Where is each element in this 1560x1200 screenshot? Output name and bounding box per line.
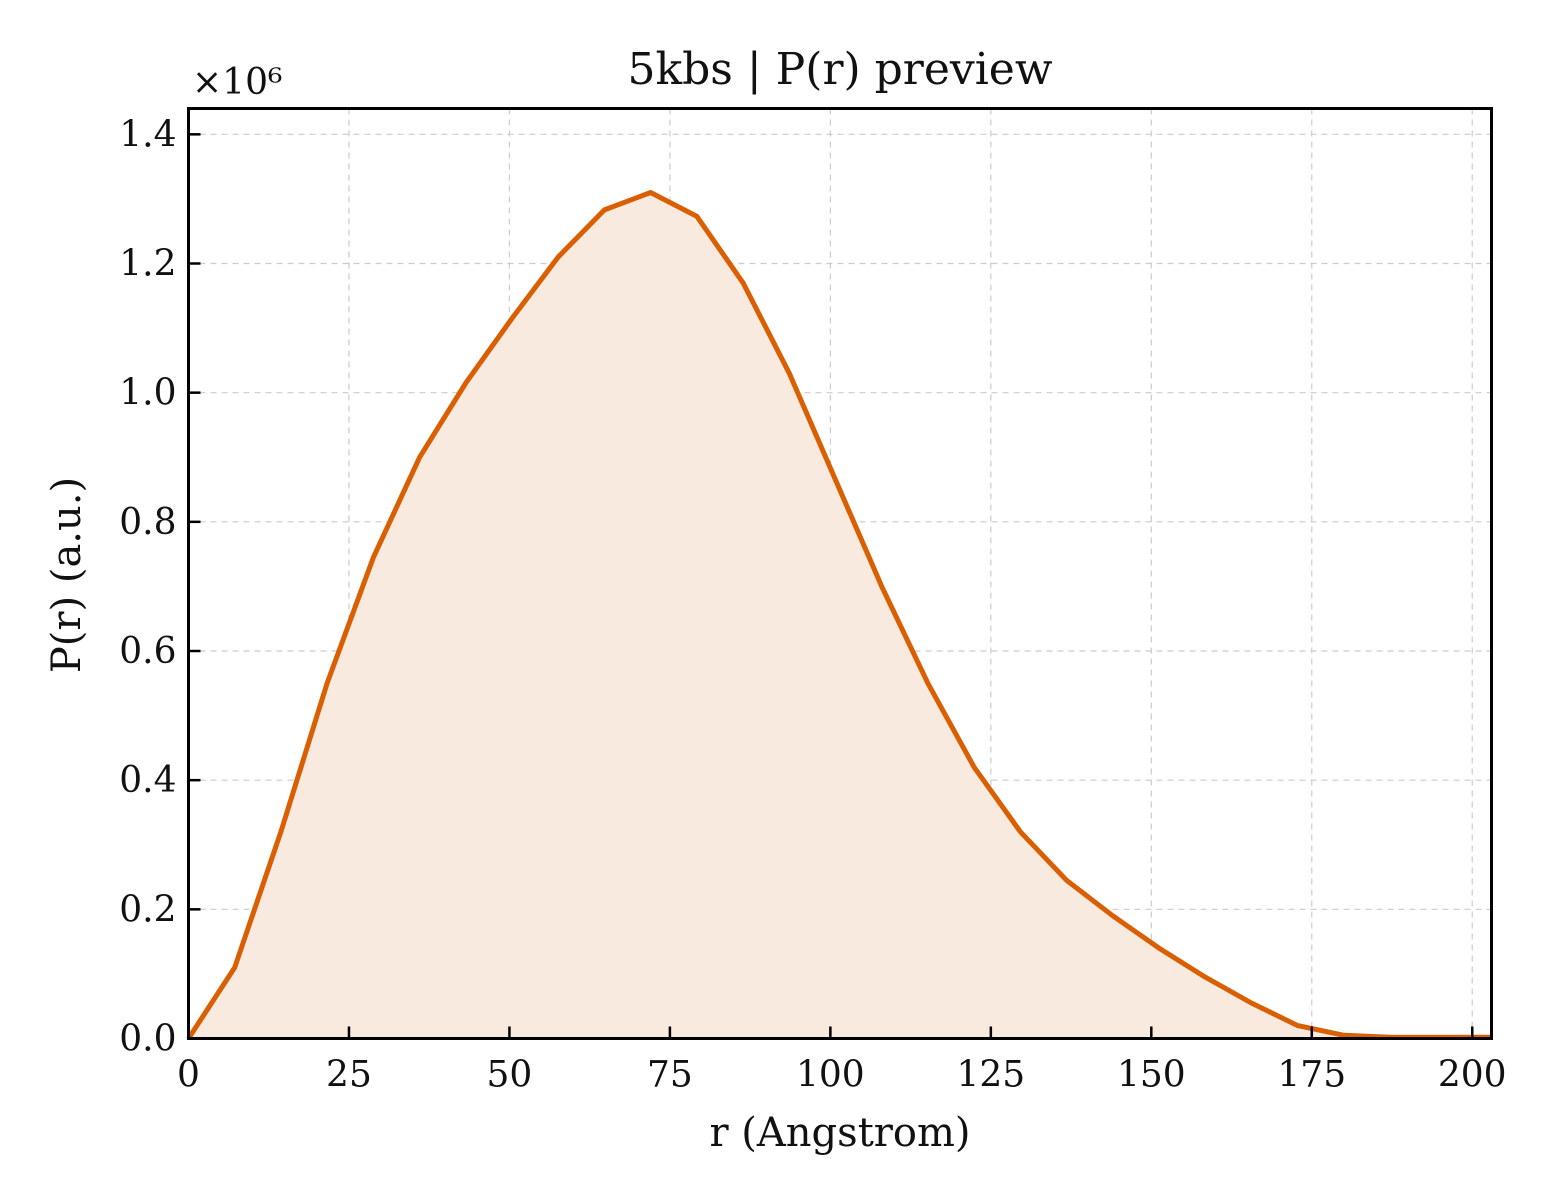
area-fill [188,192,1492,1039]
y-offset-label: ×10⁶ [192,62,282,103]
data-line [186,190,1492,1040]
x-tick-label: 50 [487,1055,533,1096]
y-tick-label: 0.0 [119,1019,176,1060]
x-tick-label: 100 [796,1055,865,1096]
chart-title: 5kbs | P(r) preview [627,44,1052,95]
x-tick-label: 125 [956,1055,1025,1096]
plot-frame [187,107,1493,1040]
y-tick-label: 1.2 [119,244,176,285]
x-tick-label: 25 [326,1055,372,1096]
y-tick-label: 0.4 [119,760,176,801]
y-axis-title: P(r) (a.u.) [44,477,90,673]
tick-labels: 0 25 50 75 100 125 150 175 200 0.0 0.2 0.4 0.6 0.8 1.0… [119,114,1506,1095]
x-tick-label: 175 [1277,1055,1346,1096]
y-tick-label: 0.2 [119,889,176,930]
ticks [187,133,1474,1040]
x-tick-label: 200 [1438,1055,1507,1096]
x-axis-title: r (Angstrom) [709,1110,970,1156]
y-tick-label: 1.4 [119,114,176,155]
y-tick-label: 0.6 [119,631,176,672]
y-tick-label: 0.8 [119,502,176,543]
x-tick-label: 150 [1117,1055,1186,1096]
x-tick-label: 0 [177,1055,200,1096]
y-tick-label: 1.0 [119,373,176,414]
x-tick-label: 75 [647,1055,693,1096]
